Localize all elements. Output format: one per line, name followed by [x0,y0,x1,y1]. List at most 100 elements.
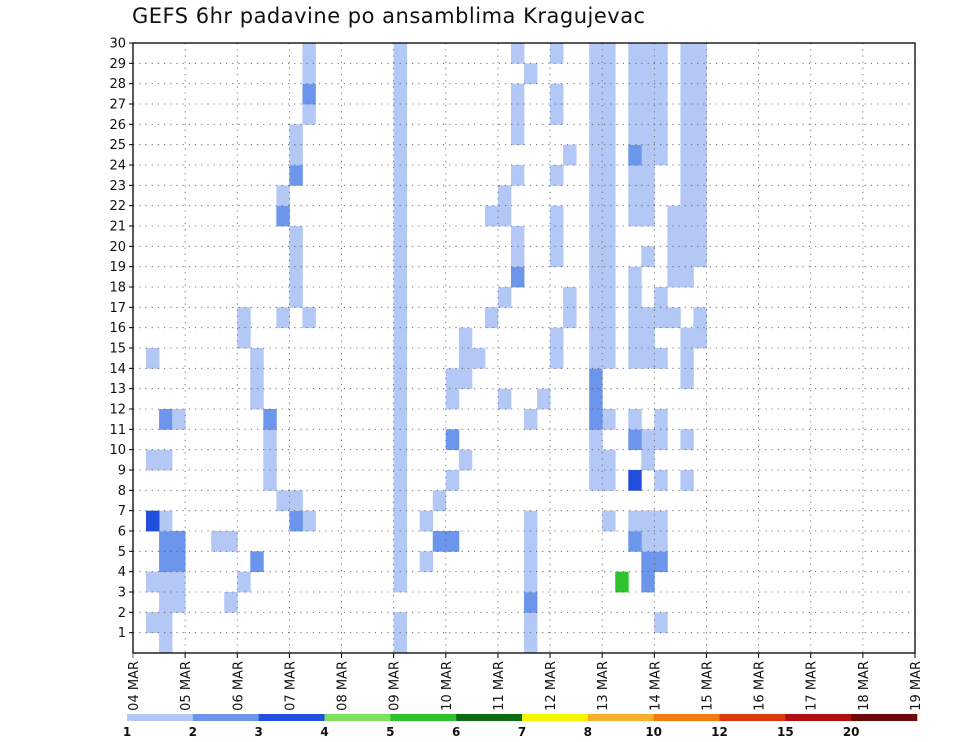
heat-cell [393,470,408,491]
heat-cell [172,551,186,573]
heat-cell [289,287,303,308]
heat-cell [602,185,616,207]
heat-cell [654,43,668,64]
heat-cell [602,287,616,308]
heat-cell [628,409,642,430]
y-tick-label: 20 [109,240,126,255]
x-axis: 04 MAR 05 MAR 06 MAR 07 MAR 08 MAR 09 MAR 10 M… [127,653,924,711]
heat-cell [602,83,616,105]
colorbar-label: 5 [386,725,394,739]
heat-cell [680,205,694,227]
heat-cell [667,266,681,288]
grid-layer [133,43,915,653]
heat-cell [628,531,642,552]
heat-cell [445,368,460,390]
heat-cell [628,83,642,105]
heat-cell [159,531,173,552]
heat-cell [497,287,512,308]
heat-cell [628,205,642,227]
x-tick-label: 16 MAR [753,661,768,711]
heat-cell [172,592,186,613]
heat-cell [393,205,408,227]
colorbar-label: 6 [452,725,460,739]
heat-cell [484,307,499,329]
heat-cell [432,490,447,512]
heat-cell [276,205,290,227]
heat-cell [693,226,707,247]
heat-cell [589,43,603,64]
heat-cell [589,104,603,125]
x-tick-label: 12 MAR [544,661,559,711]
heat-cell [680,63,694,85]
colorbar-segment [785,714,852,721]
heat-cell [654,510,668,532]
heat-cell [289,510,303,532]
y-tick-label: 10 [109,443,126,458]
heat-cell [159,612,173,634]
colorbar-segment [587,714,654,721]
heat-cell [276,307,290,329]
heat-cell [289,266,303,288]
heat-cell [524,612,538,634]
x-tick-label: 13 MAR [596,661,611,711]
colorbar-label: 2 [189,725,197,739]
heat-cell [524,531,538,552]
heat-cell [602,348,616,369]
heat-cell [276,490,290,512]
x-tick-label: 05 MAR [179,661,194,711]
heat-cell [589,83,603,105]
heat-cell [641,63,655,85]
heat-cell [589,266,603,288]
heat-cell [589,246,603,268]
x-tick-label: 09 MAR [388,661,403,711]
y-axis: 1234567891011121314151617181920212223242… [109,37,133,641]
heat-cell [524,551,538,573]
colorbar-segment [390,714,457,721]
colorbar-segment [324,714,391,721]
heat-cell [497,205,512,227]
heat-cell [602,470,616,491]
colorbar: 1 2 3 4 5 6 7 8 10 12 15 20 [123,714,918,739]
heat-cell [237,571,251,593]
heat-cell [302,307,316,329]
heat-cell [654,409,668,430]
heat-cell [393,612,408,634]
heat-cell [641,551,655,573]
chart-title: GEFS 6hr padavine po ansamblima Kragujev… [132,4,646,28]
heat-cell [524,571,538,593]
heat-cell [393,490,408,512]
heat-cell [680,43,694,64]
y-tick-label: 26 [109,118,126,133]
y-tick-label: 9 [118,464,126,479]
heat-cell [602,104,616,125]
heat-cell [393,510,408,532]
heat-cell [393,83,408,105]
y-tick-label: 29 [109,57,126,72]
heat-cell [497,388,512,410]
heat-cell [289,144,303,166]
heat-cell [393,368,408,390]
heat-cell [393,246,408,268]
heat-cell [263,470,277,491]
heat-cell [237,307,251,329]
heat-cell [680,246,694,268]
x-tick-label: 11 MAR [492,661,507,711]
heat-cell [693,63,707,85]
heat-cell [419,510,434,532]
colorbar-segment [653,714,720,721]
heat-cell [393,226,408,247]
heat-cell [510,165,525,186]
heat-cell [693,104,707,125]
heat-cell [393,185,408,207]
colorbar-segment [456,714,523,721]
heat-cell [589,185,603,207]
colorbar-label: 1 [123,725,131,739]
heat-cell [589,409,603,430]
y-tick-label: 12 [109,403,126,418]
heat-cell [302,63,316,85]
heat-cell [550,226,564,247]
y-tick-label: 16 [109,321,126,336]
y-tick-label: 11 [109,423,126,438]
heat-cell [641,246,655,268]
heat-cell [628,429,642,451]
